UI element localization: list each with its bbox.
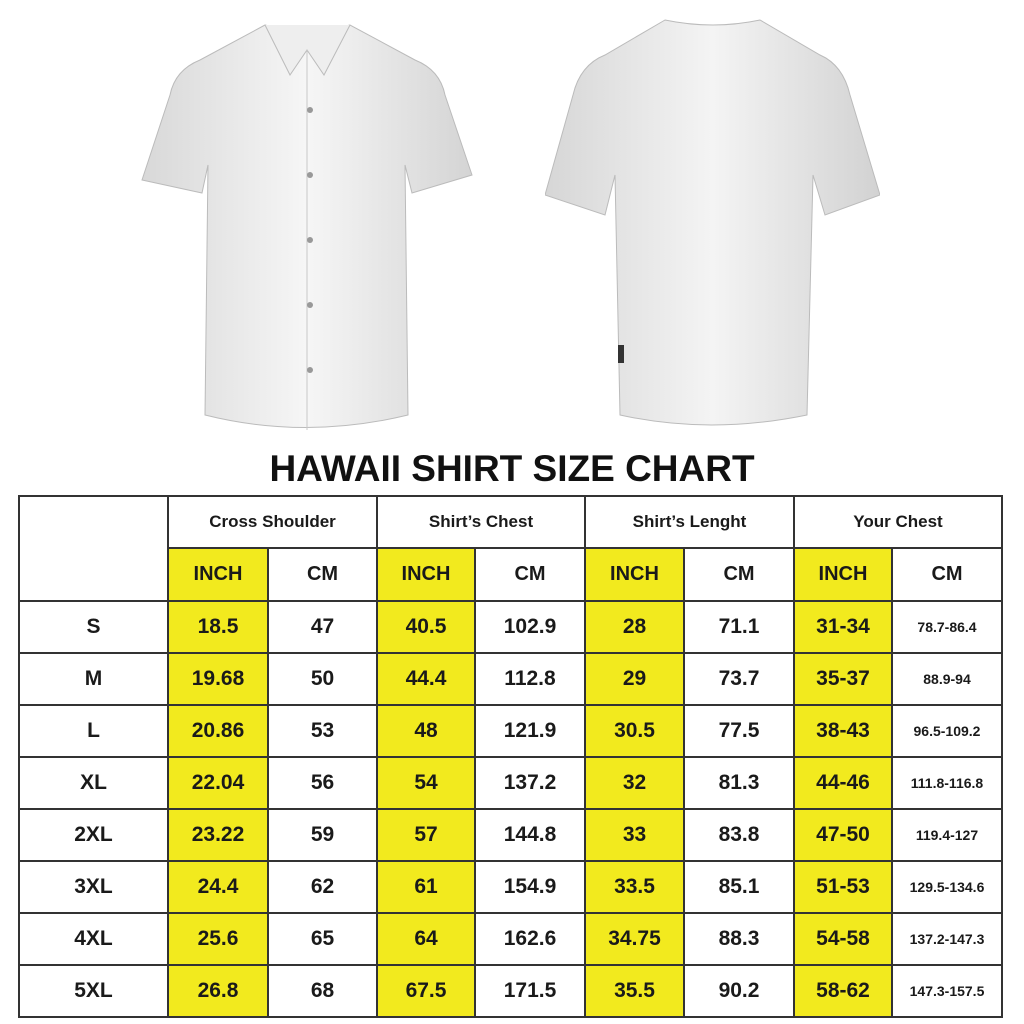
inch-cell: 28 (584, 600, 685, 654)
chart-title: HAWAII SHIRT SIZE CHART (269, 448, 755, 489)
inch-cell: 35.5 (584, 964, 685, 1018)
unit-header-inch: INCH (584, 547, 685, 602)
cm-cell: 65 (267, 912, 378, 966)
group-header: Cross Shoulder (167, 495, 378, 549)
cm-cell: 50 (267, 652, 378, 706)
cm-cell: 102.9 (474, 600, 586, 654)
cm-cell: 147.3-157.5 (891, 964, 1003, 1018)
group-header: Your Chest (793, 495, 1003, 549)
cm-cell: 121.9 (474, 704, 586, 758)
cm-cell: 171.5 (474, 964, 586, 1018)
cm-cell: 77.5 (683, 704, 795, 758)
unit-header-cm: CM (267, 547, 378, 602)
cm-cell: 112.8 (474, 652, 586, 706)
inch-cell: 18.5 (167, 600, 269, 654)
inch-cell: 61 (376, 860, 476, 914)
group-header: Shirt’s Chest (376, 495, 586, 549)
cm-cell: 137.2 (474, 756, 586, 810)
size-label: S (18, 600, 169, 654)
cm-cell: 68 (267, 964, 378, 1018)
inch-cell: 30.5 (584, 704, 685, 758)
cm-cell: 59 (267, 808, 378, 862)
inch-cell: 48 (376, 704, 476, 758)
inch-cell: 29 (584, 652, 685, 706)
cm-cell: 111.8-116.8 (891, 756, 1003, 810)
cm-cell: 88.9-94 (891, 652, 1003, 706)
table-row: XL 22.04 56 54 137.2 32 81.3 44-46 111.8-116.8 (18, 756, 1003, 810)
inch-cell: 64 (376, 912, 476, 966)
inch-cell: 19.68 (167, 652, 269, 706)
size-label: XL (18, 756, 169, 810)
cm-cell: 96.5-109.2 (891, 704, 1003, 758)
inch-cell: 40.5 (376, 600, 476, 654)
cm-cell: 144.8 (474, 808, 586, 862)
table-row: 4XL 25.6 65 64 162.6 34.75 88.3 54-58 137.2-147.… (18, 912, 1003, 966)
inch-cell: 24.4 (167, 860, 269, 914)
inch-cell: 38-43 (793, 704, 893, 758)
table-row: 5XL 26.8 68 67.5 171.5 35.5 90.2 58-62 147.3-157… (18, 964, 1003, 1018)
size-label: 5XL (18, 964, 169, 1018)
cm-cell: 47 (267, 600, 378, 654)
inch-cell: 35-37 (793, 652, 893, 706)
inch-cell: 34.75 (584, 912, 685, 966)
inch-cell: 33.5 (584, 860, 685, 914)
size-label: 2XL (18, 808, 169, 862)
cm-cell: 73.7 (683, 652, 795, 706)
table-row: S 18.5 47 40.5 102.9 28 71.1 31-34 78.7-86.4 (18, 600, 1003, 654)
cm-cell: 81.3 (683, 756, 795, 810)
shirt-front-image (141, 24, 473, 430)
corner-cell (18, 495, 169, 602)
unit-header-inch: INCH (376, 547, 476, 602)
cm-cell: 137.2-147.3 (891, 912, 1003, 966)
inch-cell: 67.5 (376, 964, 476, 1018)
size-label: L (18, 704, 169, 758)
inch-cell: 54-58 (793, 912, 893, 966)
inch-cell: 54 (376, 756, 476, 810)
cm-cell: 90.2 (683, 964, 795, 1018)
inch-cell: 23.22 (167, 808, 269, 862)
cm-cell: 53 (267, 704, 378, 758)
unit-header-cm: CM (683, 547, 795, 602)
cm-cell: 56 (267, 756, 378, 810)
cm-cell: 83.8 (683, 808, 795, 862)
size-label: 3XL (18, 860, 169, 914)
cm-cell: 71.1 (683, 600, 795, 654)
unit-header-inch: INCH (793, 547, 893, 602)
cm-cell: 78.7-86.4 (891, 600, 1003, 654)
inch-cell: 33 (584, 808, 685, 862)
cm-cell: 85.1 (683, 860, 795, 914)
inch-cell: 32 (584, 756, 685, 810)
inch-cell: 20.86 (167, 704, 269, 758)
inch-cell: 44.4 (376, 652, 476, 706)
inch-cell: 44-46 (793, 756, 893, 810)
cm-cell: 154.9 (474, 860, 586, 914)
cm-cell: 88.3 (683, 912, 795, 966)
cm-cell: 62 (267, 860, 378, 914)
table-row: M 19.68 50 44.4 112.8 29 73.7 35-37 88.9-94 (18, 652, 1003, 706)
size-label: 4XL (18, 912, 169, 966)
cm-cell: 162.6 (474, 912, 586, 966)
shirt-back-image (545, 19, 880, 426)
inch-cell: 26.8 (167, 964, 269, 1018)
size-label: M (18, 652, 169, 706)
unit-header-inch: INCH (167, 547, 269, 602)
cm-cell: 119.4-127 (891, 808, 1003, 862)
inch-cell: 31-34 (793, 600, 893, 654)
table-row: 3XL 24.4 62 61 154.9 33.5 85.1 51-53 129.5-134.6 (18, 860, 1003, 914)
inch-cell: 25.6 (167, 912, 269, 966)
inch-cell: 22.04 (167, 756, 269, 810)
group-header: Shirt’s Lenght (584, 495, 795, 549)
cm-cell: 129.5-134.6 (891, 860, 1003, 914)
inch-cell: 51-53 (793, 860, 893, 914)
unit-header-cm: CM (891, 547, 1003, 602)
inch-cell: 58-62 (793, 964, 893, 1018)
table-row: L 20.86 53 48 121.9 30.5 77.5 38-43 96.5-109.2 (18, 704, 1003, 758)
size-chart-table: Cross Shoulder Shirt’s Chest Shirt’s Len… (18, 495, 1003, 1018)
unit-header-cm: CM (474, 547, 586, 602)
inch-cell: 47-50 (793, 808, 893, 862)
inch-cell: 57 (376, 808, 476, 862)
table-row: 2XL 23.22 59 57 144.8 33 83.8 47-50 119.4-127 (18, 808, 1003, 862)
